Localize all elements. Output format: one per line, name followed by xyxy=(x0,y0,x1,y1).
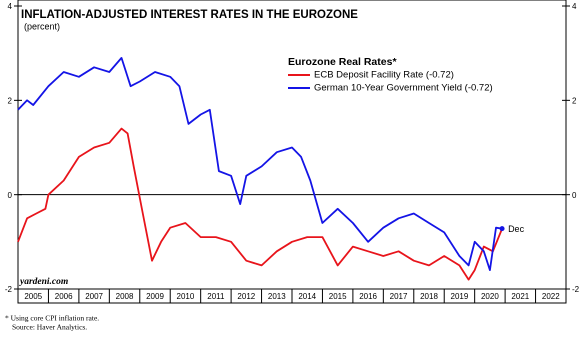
x-tick-label: 2021 xyxy=(511,292,529,301)
x-tick-label: 2008 xyxy=(116,292,134,301)
x-tick-label: 2022 xyxy=(542,292,560,301)
x-tick-label: 2014 xyxy=(298,292,316,301)
x-tick-label: 2007 xyxy=(85,292,103,301)
footnote: * Using core CPI inflation rate. xyxy=(5,314,99,323)
series-line xyxy=(17,127,503,281)
x-tick-label: 2015 xyxy=(329,292,347,301)
series-line xyxy=(17,57,503,271)
source: Source: Haver Analytics. xyxy=(12,323,87,332)
x-tick-label: 2018 xyxy=(420,292,438,301)
x-tick-label: 2010 xyxy=(177,292,195,301)
y-tick-label-right: 0 xyxy=(572,191,577,200)
x-tick-label: 2020 xyxy=(481,292,499,301)
x-tick-label: 2011 xyxy=(207,292,225,301)
legend-title: Eurozone Real Rates* xyxy=(288,56,397,68)
x-tick-label: 2005 xyxy=(24,292,42,301)
x-tick-label: 2019 xyxy=(451,292,469,301)
end-annotation: Dec xyxy=(508,224,525,234)
y-tick-label: 0 xyxy=(8,191,13,200)
y-tick-label-right: 4 xyxy=(572,2,577,11)
x-tick-label: 2016 xyxy=(359,292,377,301)
x-tick-label: 2013 xyxy=(268,292,286,301)
y-tick-label: 4 xyxy=(8,2,13,11)
x-tick-label: 2006 xyxy=(55,292,73,301)
chart-subtitle: (percent) xyxy=(24,21,60,31)
y-tick-label: -2 xyxy=(5,285,13,294)
chart-title: INFLATION-ADJUSTED INTEREST RATES IN THE… xyxy=(21,9,358,21)
watermark: yardeni.com xyxy=(19,277,68,287)
y-tick-label: 2 xyxy=(8,96,13,105)
x-tick-label: 2009 xyxy=(146,292,164,301)
x-tick-label: 2012 xyxy=(237,292,255,301)
end-dot xyxy=(499,226,505,232)
y-tick-label-right: -2 xyxy=(572,285,580,294)
legend-label: German 10-Year Government Yield (-0.72) xyxy=(314,83,493,94)
y-tick-label-right: 2 xyxy=(572,96,577,105)
x-tick-label: 2017 xyxy=(390,292,408,301)
legend-label: ECB Deposit Facility Rate (-0.72) xyxy=(314,70,454,81)
